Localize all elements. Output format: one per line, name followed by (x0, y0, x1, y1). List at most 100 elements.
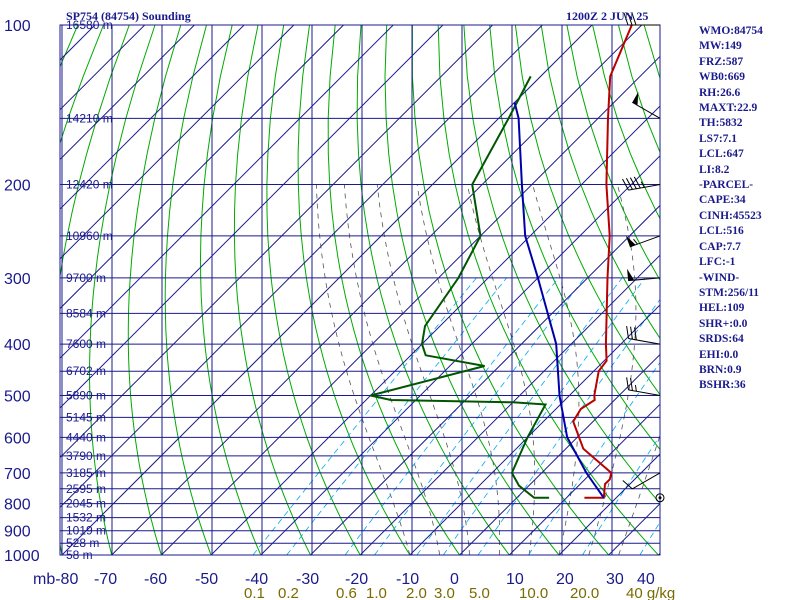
parcel-line (513, 102, 605, 499)
temperature-tick-label: 40 (637, 571, 655, 588)
wind-barb-feather (625, 178, 633, 190)
wind-barb-half-feather (633, 238, 638, 245)
isotherm-line (210, 105, 660, 555)
mixing-ratio-label: 3.0 (434, 585, 455, 600)
pressure-tick-label: 600 (4, 430, 31, 447)
wind-barb-feather (633, 176, 641, 189)
index-line: CINH:45523 (699, 209, 762, 222)
wind-barbs (622, 12, 665, 503)
temperature-tick-label: -60 (144, 571, 167, 588)
index-line: BRN:0.9 (699, 363, 742, 376)
mixing-ratio-line (582, 435, 660, 555)
wind-barb-feather (630, 378, 633, 391)
temperature-tick-label: 20 (556, 571, 574, 588)
index-line: BSHR:36 (699, 379, 746, 392)
pressure-tick-label: 800 (4, 497, 31, 514)
index-line: EHI:0.0 (699, 348, 739, 361)
mixing-ratio-line (528, 361, 660, 555)
height-label: 58 m (66, 548, 93, 562)
pressure-tick-label: 500 (4, 388, 31, 405)
pressure-tick-label: 700 (4, 466, 31, 483)
wind-barb-flag (632, 91, 639, 106)
index-line: WMO:84754 (699, 25, 763, 37)
index-line: WB0:669 (699, 71, 745, 84)
height-label: 7600 m (66, 337, 106, 351)
mixing-ratio-label: 2.0 (406, 585, 427, 600)
isotherm-line (60, 25, 295, 260)
height-label: 2045 m (66, 497, 106, 511)
height-label: 14210 m (66, 111, 113, 125)
index-line: LFC:-1 (699, 256, 736, 269)
height-label: 9700 m (66, 271, 106, 285)
index-line: FRZ:587 (699, 55, 744, 68)
index-line: -WIND- (699, 271, 740, 284)
height-label: 12420 m (66, 178, 113, 192)
wind-barb-feather (629, 177, 637, 189)
index-line: STM:256/11 (699, 286, 760, 299)
wind-barb-half-feather (634, 384, 637, 392)
height-label: 528 m (66, 536, 99, 550)
wind-barb-feather (631, 12, 637, 26)
mixing-ratio-label: 10.0 (519, 585, 548, 600)
temperature-tick-label: -20 (345, 571, 368, 588)
mixing-ratio-line (639, 521, 660, 555)
moist-adiabat-line (618, 434, 660, 555)
moist-adiabat-line (344, 184, 441, 555)
height-label: 5890 m (66, 388, 106, 402)
data-lines (370, 25, 633, 499)
index-line: LCL:516 (699, 225, 744, 238)
moist-adiabat-line (416, 184, 501, 555)
isotherm-line (409, 304, 660, 555)
mixing-ratio-label: 40 g/kg (626, 585, 675, 600)
chart-title: SP754 (84754) Sounding (66, 9, 191, 23)
wind-barb-feather (626, 325, 629, 339)
isotherm-line (60, 25, 245, 210)
dry-adiabat-line (0, 25, 1, 555)
wind-barb-feather (627, 12, 633, 26)
pressure-tick-label: 400 (4, 337, 31, 354)
temperature-tick-label: -70 (94, 571, 117, 588)
temperature-tick-label: 30 (606, 571, 624, 588)
index-line: LS7:7.1 (699, 132, 738, 145)
wind-barb-flag (627, 268, 635, 281)
isotherm-line (61, 25, 593, 555)
moist-adiabat-line (466, 184, 536, 555)
height-label: 16580 m (66, 18, 113, 32)
mixing-ratio-label: 1.0 (366, 585, 387, 600)
index-line: TH:5832 (699, 117, 743, 130)
isotherm-line (558, 453, 660, 555)
isotherm-line (310, 204, 660, 555)
dry-adiabat-line (356, 25, 510, 555)
mixing-ratio-label: 5.0 (469, 585, 490, 600)
temperature-line (572, 25, 633, 499)
height-label: 4440 m (66, 430, 106, 444)
height-label: 1019 m (66, 524, 106, 538)
dry-adiabat-line (127, 25, 182, 555)
wind-barb (628, 389, 661, 396)
index-line: SHR+:0.0 (699, 317, 748, 330)
isotherm-line (60, 25, 394, 359)
wind-barb-feather (634, 327, 637, 340)
isotherm-line (60, 25, 543, 509)
dry-adiabat-line (463, 25, 660, 505)
wind-barb-feather (622, 480, 633, 490)
dewpoint-line (370, 75, 550, 499)
wind-barb-flag (625, 235, 636, 247)
index-line: LCL:647 (699, 148, 744, 161)
dry-adiabat-line (411, 25, 610, 555)
temperature-tick-label: mb-80 (33, 571, 78, 588)
dry-adiabat-line (164, 25, 212, 555)
index-line: CAP:7.7 (699, 240, 741, 253)
height-label: 8584 m (66, 306, 106, 320)
index-line: CAPE:34 (699, 194, 746, 207)
isotherm-line (161, 55, 660, 555)
pressure-tick-label: 900 (4, 524, 31, 541)
dry-adiabat-line (773, 25, 800, 555)
dry-adiabat-line (566, 25, 660, 281)
pressure-tick-label: 1000 (4, 548, 40, 565)
temperature-tick-label: -40 (245, 571, 268, 588)
pressure-tick-label: 200 (4, 178, 31, 195)
wind-barb (628, 277, 661, 282)
